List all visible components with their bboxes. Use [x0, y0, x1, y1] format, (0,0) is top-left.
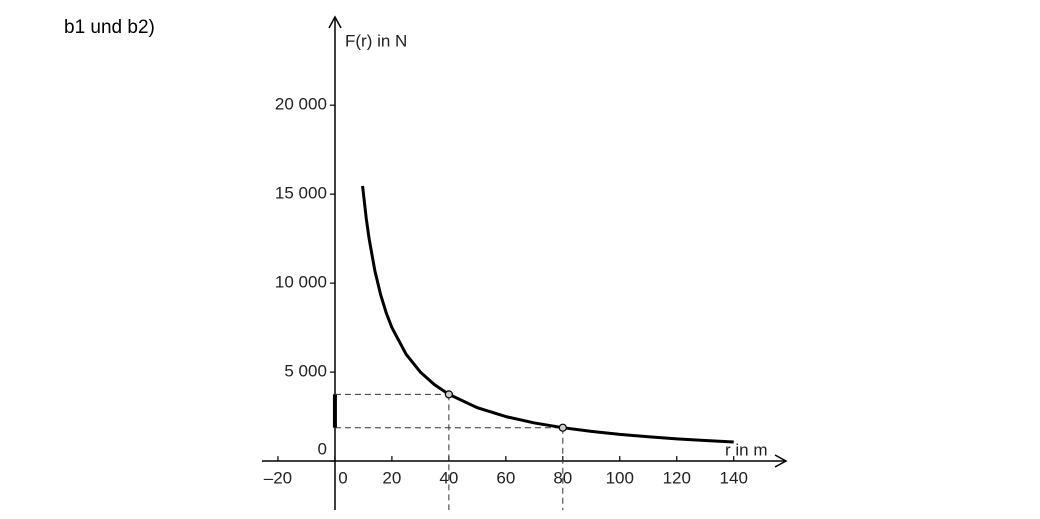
y-tick-label: 0 [317, 440, 326, 459]
x-tick-label: –20 [264, 469, 292, 488]
y-tick-label: 5 000 [284, 362, 327, 381]
x-tick-label: 60 [496, 469, 515, 488]
x-axis-label: r in m [725, 440, 768, 459]
y-tick-label: 20 000 [275, 95, 327, 114]
x-tick-label: 120 [663, 469, 691, 488]
marked-point [558, 423, 567, 432]
x-tick-label: 100 [606, 469, 634, 488]
curve [361, 185, 734, 444]
x-tick-label: 20 [382, 469, 401, 488]
y-axis-label: F(r) in N [345, 31, 407, 50]
chart-title: b1 und b2) [64, 17, 155, 38]
y-tick-label: 10 000 [275, 273, 327, 292]
x-tick-label: 0 [338, 469, 347, 488]
x-arrow [774, 454, 788, 468]
marked-point [444, 390, 453, 399]
y-arrow [328, 15, 342, 29]
y-tick-label: 15 000 [275, 184, 327, 203]
x-tick-label: 140 [720, 469, 748, 488]
